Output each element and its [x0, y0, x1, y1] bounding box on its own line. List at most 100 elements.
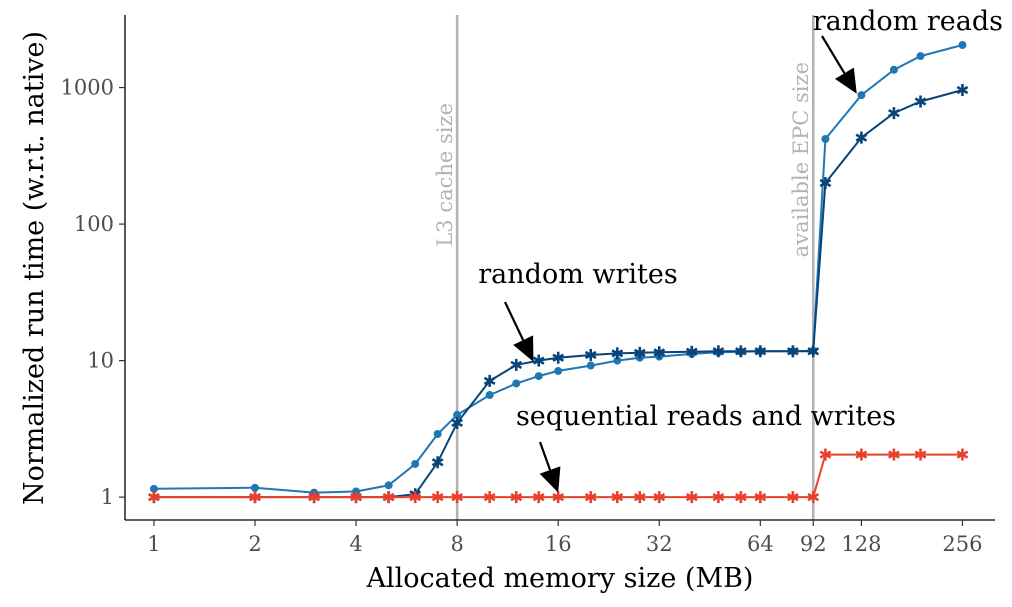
data-point: [409, 491, 422, 504]
data-point: [855, 448, 868, 461]
data-point: [735, 491, 747, 504]
data-point: [685, 345, 698, 358]
ticks: 1 2 4 8 16 32 64 92 128 256 1 10 100 1000: [61, 76, 983, 556]
data-point: [510, 358, 523, 371]
data-point: [807, 491, 820, 504]
y-tick-label: 1: [101, 485, 114, 509]
data-point: [512, 379, 521, 388]
annotations: L3 cache size available EPC size random re…: [433, 6, 1003, 493]
annotation-arrow: [821, 35, 846, 74]
annotation-arrowhead: [834, 67, 857, 94]
y-axis-title: Normalized run time (w.r.t. native): [19, 31, 50, 505]
x-tick-label: 16: [545, 532, 572, 556]
data-point: [888, 448, 900, 461]
annotation-label: random writes: [478, 259, 677, 290]
x-axis-title: Allocated memory size (MB): [366, 563, 754, 594]
data-point: [712, 491, 725, 504]
data-point: [857, 91, 866, 100]
data-point: [611, 491, 624, 504]
data-point: [350, 491, 362, 504]
data-point: [552, 491, 565, 504]
data-point: [653, 346, 666, 359]
x-tick-label: 4: [349, 532, 362, 556]
data-point: [249, 491, 261, 504]
data-point: [754, 491, 767, 504]
data-point: [251, 483, 260, 492]
data-point: [914, 95, 927, 108]
data-point: [532, 491, 545, 504]
data-point: [633, 491, 646, 504]
annotation-arrowhead: [539, 466, 561, 493]
data-point: [534, 372, 543, 381]
data-point: [819, 176, 832, 189]
series-layer: [148, 40, 969, 504]
data-point: [653, 491, 666, 504]
data-point: [787, 345, 799, 358]
axes: [124, 15, 995, 521]
data-point: [889, 65, 898, 74]
data-point: [451, 416, 463, 429]
data-point: [685, 491, 698, 504]
series-line-random_writes: [153, 89, 963, 499]
data-point: [411, 459, 420, 468]
y-tick-label: 10: [87, 349, 114, 373]
data-point: [149, 484, 158, 493]
data-point: [453, 410, 462, 419]
data-point: [431, 456, 444, 469]
y-tick-label: 100: [74, 212, 114, 236]
data-point: [431, 491, 444, 504]
series-sequential: [148, 448, 969, 504]
data-point: [956, 448, 969, 461]
data-point: [819, 448, 832, 461]
reference-line-label: L3 cache size: [433, 103, 457, 247]
data-point: [916, 52, 925, 61]
data-point: [914, 448, 927, 461]
data-point: [611, 347, 624, 360]
data-point: [956, 83, 969, 96]
x-tick-label: 128: [841, 532, 881, 556]
data-point: [451, 491, 463, 504]
data-point: [483, 374, 496, 387]
data-point: [888, 107, 900, 120]
data-point: [485, 390, 494, 399]
reference-line-label: available EPC size: [789, 62, 813, 257]
data-point: [483, 491, 496, 504]
data-point: [821, 134, 830, 143]
data-point: [433, 430, 442, 439]
data-point: [586, 361, 595, 370]
x-tick-label: 64: [747, 532, 774, 556]
x-tick-label: 8: [450, 532, 463, 556]
data-point: [148, 491, 160, 504]
data-point: [787, 491, 799, 504]
data-point: [510, 491, 523, 504]
data-point: [754, 345, 767, 358]
data-point: [532, 354, 545, 367]
x-tick-label: 1: [147, 532, 160, 556]
annotation-arrowhead: [513, 335, 534, 362]
data-point: [613, 356, 622, 365]
data-point: [807, 345, 820, 358]
data-point: [382, 491, 395, 504]
data-point: [552, 351, 565, 364]
data-point: [633, 346, 646, 359]
data-point: [384, 481, 393, 490]
data-point: [735, 345, 747, 358]
data-point: [584, 491, 597, 504]
annotation-arrow: [504, 301, 525, 341]
data-point: [584, 348, 597, 361]
reference-lines: [455, 15, 815, 520]
x-tick-label: 32: [646, 532, 673, 556]
y-tick-label: 1000: [61, 76, 114, 100]
annotation-label: random reads: [813, 6, 1003, 37]
data-point: [712, 345, 725, 358]
data-point: [855, 131, 868, 144]
annotation-label: sequential reads and writes: [516, 401, 896, 432]
series-random_writes: [148, 83, 969, 504]
data-point: [554, 366, 563, 375]
data-point: [308, 491, 320, 504]
data-point: [958, 40, 967, 49]
x-tick-label: 256: [942, 532, 982, 556]
x-tick-label: 92: [800, 532, 827, 556]
x-tick-label: 2: [248, 532, 261, 556]
